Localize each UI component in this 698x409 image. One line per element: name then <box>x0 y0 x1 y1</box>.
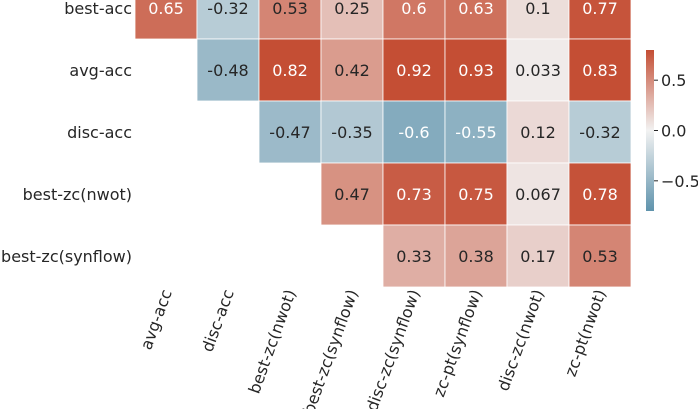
row-label: best-zc(nwot) <box>23 185 132 204</box>
cell-value-label: 0.63 <box>458 0 494 18</box>
cell-value-label: 0.47 <box>334 185 370 204</box>
cell-value-label: 0.77 <box>582 0 618 18</box>
cell-value-label: -0.55 <box>455 123 496 142</box>
cell-value-label: 0.75 <box>458 185 494 204</box>
column-label: disc-zc(nwot) <box>493 287 547 394</box>
heatmap-cell <box>258 100 322 164</box>
cell-value-label: -0.32 <box>579 123 620 142</box>
heatmap-cell <box>382 38 446 102</box>
column-label: zc-pt(synflow) <box>429 287 485 399</box>
heatmap-cell <box>506 224 570 288</box>
heatmap-cell <box>320 0 384 40</box>
heatmap-cells: 0.65 -0.32 0.53 0.25 0.6 0.63 0.1 0.77 -0.48 0.82… <box>134 0 632 288</box>
heatmap-cell <box>196 0 260 40</box>
heatmap-cell <box>444 38 508 102</box>
heatmap-cell <box>134 0 198 40</box>
column-label: best-zc(synflow) <box>299 287 362 409</box>
heatmap-cell <box>258 0 322 40</box>
cell-value-label: 0.12 <box>520 123 556 142</box>
heatmap-cell <box>568 100 632 164</box>
heatmap-cell <box>444 0 508 40</box>
heatmap-cell <box>382 0 446 40</box>
heatmap-cell <box>506 0 570 40</box>
cell-value-label: 0.92 <box>396 61 432 80</box>
colorbar: 0.5 0.0 −0.5 <box>646 50 698 211</box>
heatmap-cell <box>444 224 508 288</box>
cell-value-label: 0.033 <box>515 61 561 80</box>
colorbar-tick-label: 0.5 <box>661 71 686 90</box>
cell-value-label: 0.25 <box>334 0 370 18</box>
cell-value-label: 0.83 <box>582 61 618 80</box>
cell-value-label: 0.42 <box>334 61 370 80</box>
row-labels: best-acc avg-acc disc-acc best-zc(nwot) best… <box>1 0 132 266</box>
heatmap-cell <box>568 162 632 226</box>
cell-value-label: 0.78 <box>582 185 618 204</box>
row-label: avg-acc <box>69 61 132 80</box>
heatmap-cell <box>444 100 508 164</box>
row-label: disc-acc <box>67 123 132 142</box>
heatmap-cell <box>506 38 570 102</box>
heatmap-cell <box>382 162 446 226</box>
cell-value-label: -0.35 <box>331 123 372 142</box>
heatmap-cell <box>568 38 632 102</box>
heatmap-cell <box>258 38 322 102</box>
cell-value-label: 0.53 <box>272 0 308 18</box>
heatmap-cell <box>506 162 570 226</box>
column-labels: avg-acc disc-acc best-zc(nwot) best-zc(synf… <box>136 287 609 409</box>
heatmap-cell <box>196 38 260 102</box>
cell-value-label: 0.82 <box>272 61 308 80</box>
heatmap-cell <box>568 0 632 40</box>
cell-value-label: -0.32 <box>207 0 248 18</box>
cell-value-label: 0.38 <box>458 247 494 266</box>
heatmap-cell <box>506 100 570 164</box>
colorbar-tick-label: −0.5 <box>661 172 698 191</box>
cell-value-label: 0.17 <box>520 247 556 266</box>
cell-value-label: 0.33 <box>396 247 432 266</box>
colorbar-gradient <box>646 50 654 211</box>
cell-value-label: 0.65 <box>148 0 184 18</box>
column-label: best-zc(nwot) <box>245 287 300 396</box>
column-label: avg-acc <box>136 287 175 352</box>
column-label: zc-pt(nwot) <box>561 287 610 379</box>
column-label: disc-zc(synflow) <box>362 287 424 409</box>
cell-value-label: -0.48 <box>207 61 248 80</box>
column-label: disc-acc <box>198 287 238 354</box>
cell-value-label: 0.53 <box>582 247 618 266</box>
cell-value-label: 0.73 <box>396 185 432 204</box>
row-label: best-acc <box>64 0 132 18</box>
cell-value-label: 0.93 <box>458 61 494 80</box>
cell-value-label: 0.067 <box>515 185 561 204</box>
row-label: best-zc(synflow) <box>1 247 132 266</box>
cell-value-label: -0.47 <box>269 123 310 142</box>
cell-value-label: -0.6 <box>398 123 429 142</box>
cell-value-label: 0.6 <box>401 0 426 18</box>
colorbar-tick-label: 0.0 <box>661 122 686 141</box>
cell-value-label: 0.1 <box>525 0 550 18</box>
heatmap-cell <box>568 224 632 288</box>
